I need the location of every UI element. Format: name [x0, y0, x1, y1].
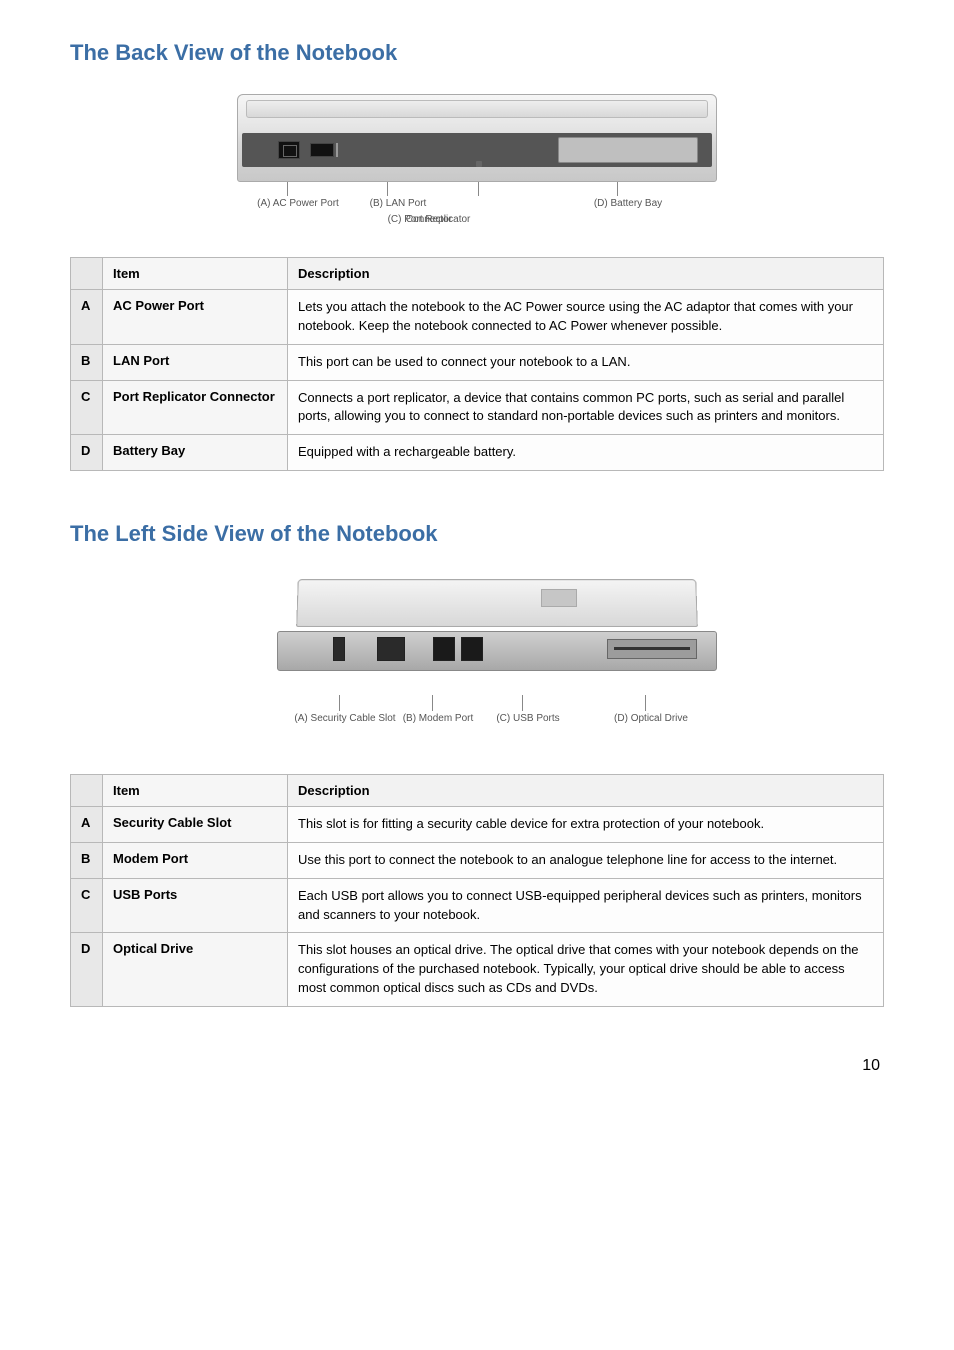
laptop-left-illustration — [237, 575, 717, 695]
left-view-table: Item Description A Security Cable Slot T… — [70, 774, 884, 1007]
row-item: USB Ports — [103, 878, 288, 933]
row-desc: This slot is for fitting a security cabl… — [288, 807, 884, 843]
battery-bay-icon — [558, 137, 698, 163]
row-item: Port Replicator Connector — [103, 380, 288, 435]
row-item: Modem Port — [103, 842, 288, 878]
row-item: Security Cable Slot — [103, 807, 288, 843]
usb-port-icon — [461, 637, 483, 661]
row-desc: This slot houses an optical drive. The o… — [288, 933, 884, 1007]
left-view-diagram: (A) Security Cable Slot (B) Modem Port (… — [70, 575, 884, 744]
row-letter: D — [71, 435, 103, 471]
table-header-blank — [71, 775, 103, 807]
table-header-desc: Description — [288, 258, 884, 290]
row-item: Battery Bay — [103, 435, 288, 471]
row-item: LAN Port — [103, 344, 288, 380]
callout-back-a: (A) AC Power Port — [248, 198, 348, 209]
table-row: D Optical Drive This slot houses an opti… — [71, 933, 884, 1007]
row-letter: D — [71, 933, 103, 1007]
row-desc: Connects a port replicator, a device tha… — [288, 380, 884, 435]
table-row: B LAN Port This port can be used to conn… — [71, 344, 884, 380]
table-row: D Battery Bay Equipped with a rechargeab… — [71, 435, 884, 471]
table-header-desc: Description — [288, 775, 884, 807]
table-header-blank — [71, 258, 103, 290]
row-item: AC Power Port — [103, 290, 288, 345]
row-desc: Lets you attach the notebook to the AC P… — [288, 290, 884, 345]
port-replicator-icon — [476, 161, 482, 167]
modem-port-icon — [377, 637, 405, 661]
left-view-title: The Left Side View of the Notebook — [70, 521, 884, 547]
back-view-diagram: (A) AC Power Port (B) LAN Port (C) Port … — [70, 94, 884, 227]
row-desc: Use this port to connect the notebook to… — [288, 842, 884, 878]
row-item: Optical Drive — [103, 933, 288, 1007]
callout-left-d: (D) Optical Drive — [591, 713, 711, 724]
callout-back-d: (D) Battery Bay — [578, 198, 678, 209]
callout-left-c: (C) USB Ports — [468, 713, 588, 724]
table-header-item: Item — [103, 258, 288, 290]
optical-drive-icon — [607, 639, 697, 659]
back-view-table: Item Description A AC Power Port Lets yo… — [70, 257, 884, 471]
row-desc: Equipped with a rechargeable battery. — [288, 435, 884, 471]
row-letter: C — [71, 878, 103, 933]
row-letter: A — [71, 807, 103, 843]
row-desc: This port can be used to connect your no… — [288, 344, 884, 380]
usb-port-icon — [433, 637, 455, 661]
row-letter: B — [71, 344, 103, 380]
lan-port-icon — [310, 143, 334, 157]
security-slot-icon — [333, 637, 345, 661]
table-row: A Security Cable Slot This slot is for f… — [71, 807, 884, 843]
table-row: A AC Power Port Lets you attach the note… — [71, 290, 884, 345]
ac-power-port-icon — [278, 141, 300, 159]
table-row: C USB Ports Each USB port allows you to … — [71, 878, 884, 933]
row-letter: A — [71, 290, 103, 345]
page-number: 10 — [70, 1057, 884, 1075]
row-letter: C — [71, 380, 103, 435]
back-view-title: The Back View of the Notebook — [70, 40, 884, 66]
callout-back-c: (C) Port Replicator Connector — [424, 198, 544, 209]
table-row: B Modem Port Use this port to connect th… — [71, 842, 884, 878]
laptop-back-illustration — [237, 94, 717, 182]
row-desc: Each USB port allows you to connect USB-… — [288, 878, 884, 933]
table-header-item: Item — [103, 775, 288, 807]
row-letter: B — [71, 842, 103, 878]
table-row: C Port Replicator Connector Connects a p… — [71, 380, 884, 435]
